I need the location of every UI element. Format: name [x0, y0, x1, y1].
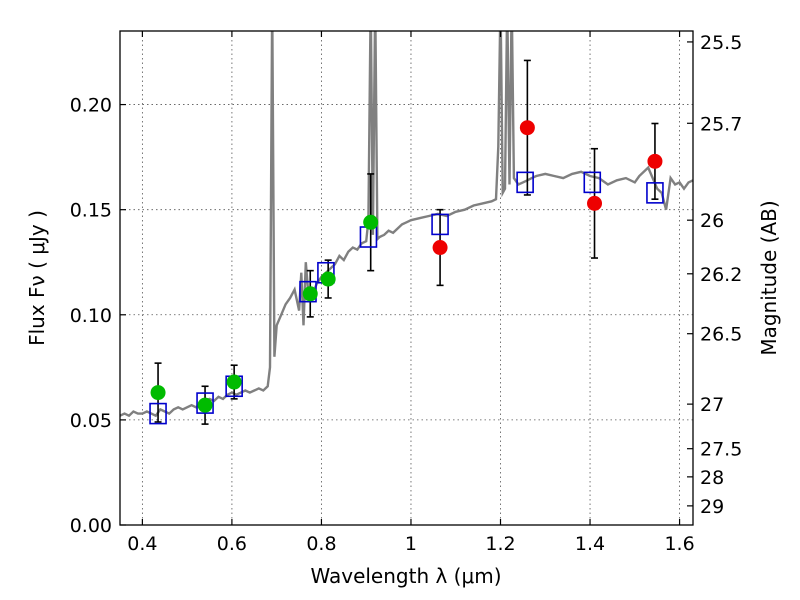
grid — [120, 31, 693, 526]
magnitude-tick-label: 27.5 — [700, 439, 742, 461]
x-tick-label: 1.2 — [485, 533, 515, 555]
y-tick-label: 0.15 — [70, 200, 112, 222]
observed-photometry-point — [519, 120, 535, 136]
observed-photometry-point — [197, 397, 213, 413]
observed-photometry-point — [363, 214, 379, 230]
model-photometry-point — [516, 171, 534, 194]
model-photometry-point — [646, 182, 664, 204]
model-photometry-point — [431, 213, 449, 236]
axis-ticks — [120, 31, 693, 526]
y-tick-label: 0.05 — [70, 410, 112, 432]
plot-area — [120, 31, 693, 425]
x-tick-label: 0.8 — [306, 533, 336, 555]
magnitude-tick-label: 29 — [700, 496, 724, 518]
observed-photometry-markers — [150, 120, 663, 413]
magnitude-tick-label: 28 — [700, 467, 724, 489]
model-photometry-point — [583, 171, 602, 194]
x-tick-label: 1 — [405, 533, 417, 555]
x-tick-label: 0.6 — [217, 533, 247, 555]
observed-photometry-point — [302, 286, 318, 302]
observed-photometry-point — [587, 195, 603, 211]
spectrum-line — [120, 31, 693, 418]
magnitude-tick-label: 26.2 — [700, 264, 742, 286]
x-axis-label: Wavelength λ (μm) — [310, 564, 501, 588]
y-tick-label: 0.20 — [70, 95, 112, 117]
magnitude-tick-label: 26.5 — [700, 324, 742, 346]
y-tick-labels: 0.00 0.05 0.10 0.15 0.20 — [70, 95, 112, 537]
model-photometry-point — [149, 402, 167, 425]
magnitude-tick-labels: 25.5 25.7 26 26.2 26.5 27 27.5 28 29 — [700, 32, 742, 518]
y-axis-label: Flux Fν ( μJy ) — [25, 210, 49, 346]
x-tick-label: 0.4 — [127, 533, 157, 555]
observed-photometry-point — [226, 374, 242, 390]
x-tick-labels: 0.4 0.6 0.8 1 1.2 1.4 1.6 — [127, 533, 694, 555]
observed-photometry-point — [320, 271, 336, 287]
model-photometry-markers — [149, 171, 664, 425]
magnitude-tick-label: 26 — [700, 210, 724, 232]
observed-photometry-point — [432, 240, 448, 256]
observed-photometry-point — [150, 385, 166, 401]
x-tick-label: 1.6 — [664, 533, 694, 555]
right-axis-label: Magnitude (AB) — [757, 200, 781, 355]
observed-photometry-point — [647, 153, 663, 169]
magnitude-tick-label: 25.7 — [700, 113, 742, 135]
y-tick-label: 0.00 — [70, 515, 112, 537]
magnitude-tick-label: 25.5 — [700, 32, 742, 54]
error-bars — [154, 59, 659, 425]
y-tick-label: 0.10 — [70, 305, 112, 327]
magnitude-tick-label: 27 — [700, 394, 724, 416]
plot-frame — [119, 30, 694, 526]
model-photometry-point — [196, 392, 214, 414]
x-tick-label: 1.4 — [575, 533, 605, 555]
